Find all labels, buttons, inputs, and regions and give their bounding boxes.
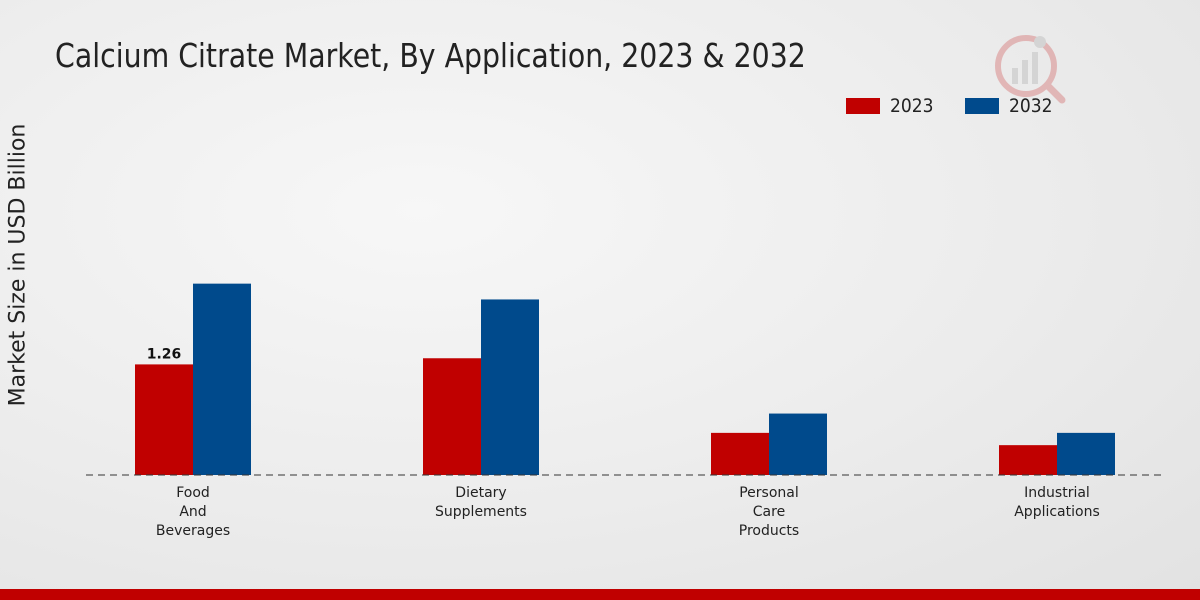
bar-2023-1: [423, 358, 481, 475]
bar-2023-3: [999, 445, 1057, 475]
x-tick-label-line: Beverages: [156, 523, 230, 539]
x-tick-label-line: Industrial: [1024, 485, 1090, 501]
bar-2032-3: [1057, 432, 1115, 475]
legend-swatch-2032: [965, 98, 999, 114]
x-tick-label-line: Applications: [1014, 504, 1100, 520]
x-tick-label-2: Personal Care Products: [739, 485, 799, 539]
x-tick-label-1: Dietary Supplements: [435, 485, 527, 520]
x-tick-label-line: And: [179, 504, 206, 520]
x-tick-label-0: Food And Beverages: [156, 485, 230, 539]
x-tick-label-line: Care: [753, 504, 785, 520]
x-tick-label-line: Personal: [739, 485, 799, 501]
data-label-0: 1.26: [147, 346, 182, 362]
chart-title: Calcium Citrate Market, By Application, …: [55, 36, 806, 75]
x-tick-label-line: Products: [739, 523, 799, 539]
bar-2032-1: [481, 299, 539, 475]
legend-label-2023: 2023: [890, 95, 934, 117]
x-tick-label-line: Supplements: [435, 504, 527, 520]
bar-2023-0: [135, 364, 193, 475]
bar-2032-0: [193, 283, 251, 475]
legend-swatch-2023: [846, 98, 880, 114]
x-tick-label-3: Industrial Applications: [1014, 485, 1100, 520]
x-tick-label-line: Food: [176, 485, 210, 501]
footer-bar: [0, 589, 1200, 600]
bar-2023-2: [711, 432, 769, 475]
legend-item-2032: 2032: [965, 94, 1057, 118]
x-tick-label-line: Dietary: [455, 485, 506, 501]
legend-label-2032: 2032: [1009, 95, 1053, 117]
legend-item-2023: 2023: [846, 94, 938, 118]
bar-2032-2: [769, 413, 827, 475]
watermark-logo-icon: [995, 35, 1066, 104]
